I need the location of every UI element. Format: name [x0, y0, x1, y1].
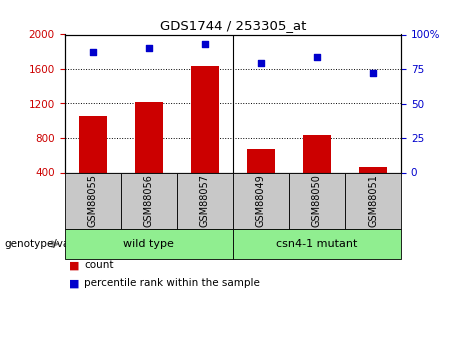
Text: percentile rank within the sample: percentile rank within the sample [84, 278, 260, 288]
Text: wild type: wild type [123, 239, 174, 249]
Bar [191, 66, 219, 172]
Text: GSM88049: GSM88049 [256, 175, 266, 227]
Title: GDS1744 / 253305_at: GDS1744 / 253305_at [160, 19, 306, 32]
Text: genotype/variation: genotype/variation [5, 239, 104, 249]
Text: count: count [84, 260, 113, 270]
Point [201, 41, 208, 47]
Point [145, 46, 152, 51]
Text: GSM88051: GSM88051 [368, 175, 378, 227]
Bar [303, 135, 331, 172]
Point [313, 54, 321, 59]
Point [89, 50, 96, 55]
Point [369, 70, 377, 76]
Bar [78, 117, 106, 172]
Bar [247, 149, 275, 172]
Bar [359, 167, 387, 172]
Text: csn4-1 mutant: csn4-1 mutant [276, 239, 358, 249]
Bar [135, 102, 163, 172]
Text: ■: ■ [69, 260, 80, 270]
Text: GSM88050: GSM88050 [312, 175, 322, 227]
Text: GSM88057: GSM88057 [200, 175, 210, 227]
Text: GSM88055: GSM88055 [88, 175, 98, 227]
Text: ■: ■ [69, 278, 80, 288]
Point [257, 61, 265, 66]
Text: GSM88056: GSM88056 [144, 175, 154, 227]
